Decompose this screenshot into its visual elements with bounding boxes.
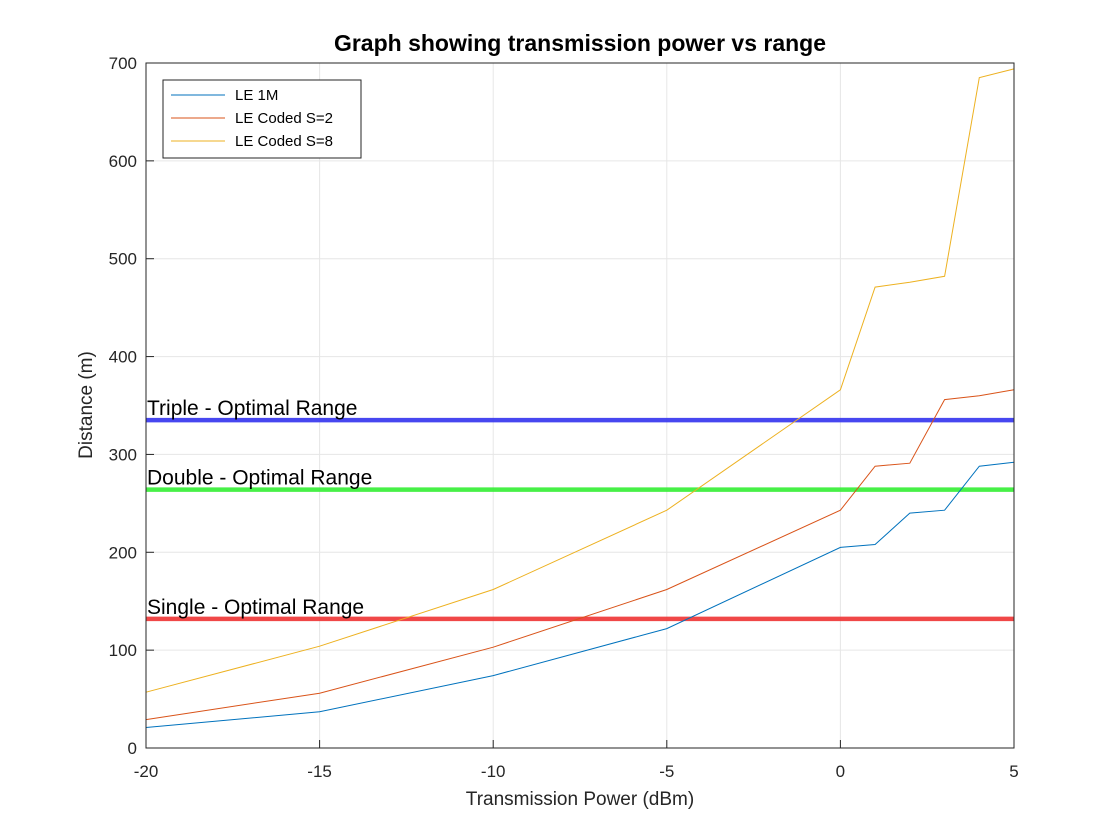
x-tick-label: -15 (307, 762, 332, 781)
y-tick-label: 0 (128, 739, 137, 758)
x-axis-label: Transmission Power (dBm) (466, 789, 694, 810)
series-lines (145, 68, 1015, 728)
legend-label: LE 1M (235, 87, 278, 104)
series-line (145, 461, 1015, 728)
y-tick-label: 700 (109, 54, 137, 73)
reference-line-label: Double - Optimal Range (147, 467, 372, 490)
plot-area (146, 63, 1014, 748)
series-line (145, 389, 1015, 721)
y-tick-label: 500 (109, 250, 137, 269)
x-tick-label: -10 (481, 762, 506, 781)
x-tick-label: 5 (1009, 762, 1018, 781)
reference-line-label: Single - Optimal Range (147, 596, 364, 619)
chart-title: Graph showing transmission power vs rang… (334, 30, 826, 56)
x-tick-label: -20 (134, 762, 159, 781)
y-tick-label: 100 (109, 641, 137, 660)
legend-label: LE Coded S=2 (235, 110, 333, 127)
x-tick-label: -5 (659, 762, 674, 781)
axis-ticks: 0 100 200 300 400 500 600 700 -20 -15 -10 -5 0 5 (109, 54, 1019, 781)
legend: LE 1M LE Coded S=2 LE Coded S=8 (162, 79, 362, 159)
reference-line-label: Triple - Optimal Range (147, 397, 357, 420)
x-tick-label: 0 (836, 762, 845, 781)
y-tick-label: 400 (109, 348, 137, 367)
y-tick-label: 300 (109, 445, 137, 464)
legend-box (162, 79, 362, 159)
series-line (145, 68, 1015, 693)
plot-frame (145, 62, 1015, 749)
legend-label: LE Coded S=8 (235, 133, 333, 150)
y-axis-label: Distance (m) (76, 351, 97, 459)
y-tick-label: 600 (109, 152, 137, 171)
y-tick-label: 200 (109, 543, 137, 562)
